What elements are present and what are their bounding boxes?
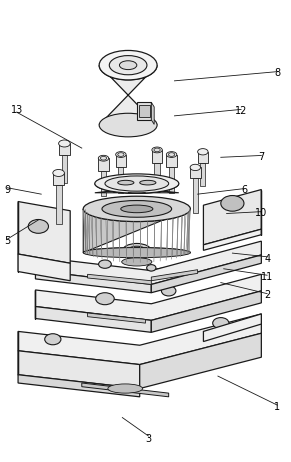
Text: 9: 9	[4, 184, 10, 195]
Ellipse shape	[99, 113, 157, 137]
Polygon shape	[56, 185, 61, 224]
Polygon shape	[88, 274, 151, 285]
Polygon shape	[139, 105, 150, 117]
Ellipse shape	[147, 265, 156, 271]
Text: 1: 1	[274, 402, 280, 412]
Ellipse shape	[198, 149, 208, 155]
Ellipse shape	[108, 384, 143, 393]
Polygon shape	[53, 173, 64, 185]
Polygon shape	[61, 155, 67, 183]
Ellipse shape	[45, 334, 61, 345]
Ellipse shape	[83, 248, 190, 258]
Ellipse shape	[109, 55, 147, 75]
Polygon shape	[18, 314, 261, 365]
Polygon shape	[58, 144, 70, 155]
Text: 4: 4	[264, 254, 270, 264]
Ellipse shape	[53, 170, 64, 176]
Polygon shape	[95, 183, 179, 193]
Ellipse shape	[213, 317, 229, 328]
Polygon shape	[18, 375, 140, 397]
Polygon shape	[36, 241, 261, 285]
Polygon shape	[36, 307, 151, 332]
Polygon shape	[151, 270, 198, 281]
Polygon shape	[203, 314, 261, 341]
Polygon shape	[155, 163, 160, 188]
Polygon shape	[203, 229, 261, 250]
Ellipse shape	[83, 196, 190, 222]
Ellipse shape	[95, 174, 179, 193]
Polygon shape	[151, 102, 154, 124]
Polygon shape	[140, 333, 261, 389]
Polygon shape	[118, 167, 123, 193]
Ellipse shape	[99, 260, 111, 268]
Polygon shape	[122, 252, 152, 262]
Ellipse shape	[58, 140, 70, 147]
Polygon shape	[203, 189, 261, 245]
Ellipse shape	[119, 61, 137, 70]
Ellipse shape	[98, 155, 109, 161]
Polygon shape	[99, 65, 157, 125]
Text: 12: 12	[235, 106, 247, 116]
Ellipse shape	[102, 201, 172, 217]
Ellipse shape	[99, 50, 157, 80]
Ellipse shape	[28, 219, 49, 233]
Polygon shape	[36, 271, 151, 293]
Polygon shape	[36, 274, 261, 320]
Text: 6: 6	[241, 185, 247, 195]
Text: 11: 11	[261, 272, 273, 282]
Polygon shape	[98, 158, 109, 171]
Ellipse shape	[116, 152, 126, 158]
Ellipse shape	[118, 153, 124, 156]
Ellipse shape	[221, 195, 244, 211]
Ellipse shape	[152, 147, 162, 153]
Polygon shape	[152, 150, 162, 163]
Polygon shape	[151, 291, 261, 332]
Text: 7: 7	[258, 152, 265, 162]
Polygon shape	[18, 351, 140, 389]
Polygon shape	[18, 201, 70, 263]
Polygon shape	[111, 262, 203, 282]
Text: 8: 8	[274, 68, 280, 79]
Polygon shape	[198, 152, 208, 163]
Polygon shape	[83, 209, 190, 253]
Ellipse shape	[162, 286, 176, 296]
Polygon shape	[151, 255, 261, 293]
Polygon shape	[166, 154, 177, 167]
Ellipse shape	[168, 153, 175, 156]
Ellipse shape	[140, 180, 156, 185]
Polygon shape	[200, 163, 205, 186]
Polygon shape	[101, 171, 106, 196]
Ellipse shape	[122, 258, 152, 266]
Text: 3: 3	[145, 434, 151, 444]
Ellipse shape	[96, 293, 114, 305]
Ellipse shape	[127, 246, 147, 257]
Ellipse shape	[100, 157, 107, 160]
Polygon shape	[169, 167, 174, 193]
Ellipse shape	[121, 205, 153, 213]
Ellipse shape	[190, 164, 200, 170]
Polygon shape	[88, 313, 146, 323]
Polygon shape	[193, 178, 198, 213]
Ellipse shape	[105, 176, 169, 191]
Ellipse shape	[154, 148, 160, 152]
Ellipse shape	[122, 243, 152, 260]
Ellipse shape	[166, 152, 177, 158]
Text: 10: 10	[255, 208, 267, 219]
Ellipse shape	[118, 180, 134, 185]
Polygon shape	[190, 167, 200, 178]
Text: 13: 13	[10, 105, 23, 116]
Polygon shape	[18, 254, 70, 281]
Polygon shape	[82, 383, 169, 397]
Polygon shape	[116, 154, 126, 167]
Text: 5: 5	[4, 236, 10, 246]
Text: 2: 2	[264, 291, 270, 300]
Polygon shape	[137, 102, 151, 120]
